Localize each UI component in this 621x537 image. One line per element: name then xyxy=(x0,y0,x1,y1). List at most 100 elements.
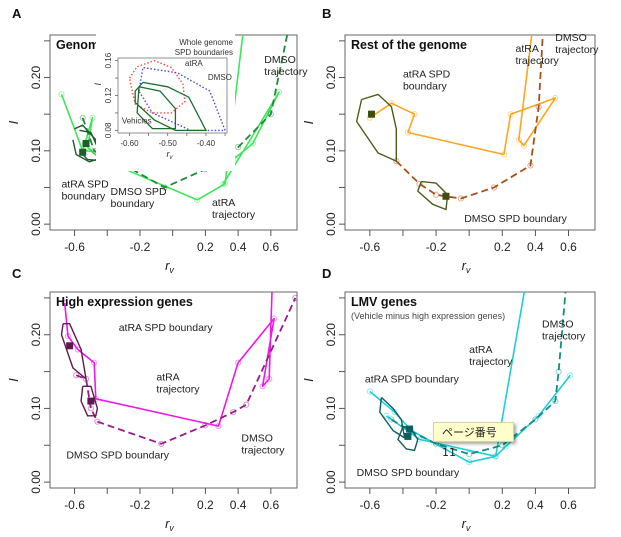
trajectory-point xyxy=(432,191,440,198)
atra-trajectory-line xyxy=(63,292,275,427)
dmso-trajectory-line xyxy=(75,297,297,445)
trajectory-point xyxy=(220,180,227,187)
trajectory-point xyxy=(275,89,283,96)
trajectory-point xyxy=(552,94,559,102)
trajectory-point xyxy=(502,443,509,450)
annotation-line: DMSO xyxy=(542,318,574,330)
dmso-trajectory-line xyxy=(395,35,544,200)
trajectory-point xyxy=(58,91,65,98)
annotation-line: trajectory xyxy=(469,356,513,368)
x-tick-label: 0.4 xyxy=(527,240,544,254)
annotation-line: atRA xyxy=(469,344,492,356)
inset-annotation: DMSO xyxy=(208,73,232,82)
x-tick-label: -0.6 xyxy=(64,240,85,254)
trajectory-point xyxy=(243,401,250,408)
panel-title: Rest of the genome xyxy=(351,38,467,52)
trajectory-point xyxy=(161,184,168,191)
y-tick-label: 0.00 xyxy=(324,212,338,236)
trajectory-point xyxy=(411,111,418,118)
trajectory-point xyxy=(61,299,68,307)
annotation-label: atRA trajectory xyxy=(516,43,560,67)
y-tick-label: 0.10 xyxy=(29,139,43,163)
panel-c: C -0.6 -0.2 0.2 0.4 0.6 0.00 0.10 0.20 rv I High ex… xyxy=(6,266,298,533)
annotation-label: atRA SPD boundary xyxy=(403,69,451,93)
annotation-line: atRA xyxy=(516,43,539,55)
annotation-line: DMSO xyxy=(555,32,587,44)
x-tick-label: -0.2 xyxy=(130,240,151,254)
spd-boundary xyxy=(60,323,87,380)
inset-boundary-line xyxy=(134,81,208,132)
spd-boundary xyxy=(80,385,99,417)
trajectory-point xyxy=(500,151,508,158)
annotation-line: DMSO SPD boundary xyxy=(357,467,460,479)
trajectory-point xyxy=(87,405,94,412)
x-axis-label: rv xyxy=(462,516,471,533)
annotation-label: atRA SPD boundary xyxy=(365,374,460,386)
trajectory-point xyxy=(259,383,266,390)
trajectory-point xyxy=(527,162,534,169)
trajectory-point xyxy=(366,388,373,395)
centroid-marker xyxy=(442,192,450,200)
x-tick-label: -0.6 xyxy=(359,498,380,512)
trajectory-point xyxy=(270,273,275,278)
annotation-line: trajectory xyxy=(555,44,599,56)
x-tick-label: 0.2 xyxy=(494,240,511,254)
trajectory-point xyxy=(535,103,542,110)
y-tick-label: 0.00 xyxy=(324,470,338,494)
x-tick-label: -0.2 xyxy=(426,498,447,512)
annotation-label: DMSO SPD boundary xyxy=(66,450,169,462)
trajectory-point xyxy=(531,16,536,21)
trajectory-point xyxy=(492,453,499,460)
x-tick-label: -0.2 xyxy=(130,498,151,512)
annotation-line: DMSO SPD boundary xyxy=(464,213,567,225)
x-axis-label: rv xyxy=(165,258,174,275)
annotation-line: atRA xyxy=(156,371,179,383)
annotation-line: atRA SPD boundary xyxy=(119,322,214,334)
y-axis-label: I xyxy=(301,120,316,124)
x-tick-label: 0.2 xyxy=(494,498,511,512)
inset-frame xyxy=(117,57,228,134)
trajectory-point xyxy=(520,142,527,149)
trajectory-point xyxy=(249,140,256,147)
trajectory-point xyxy=(89,114,96,121)
trajectory-point xyxy=(94,418,101,425)
panel-letter: A xyxy=(12,6,22,21)
trajectory-point xyxy=(79,114,86,121)
panel-subtitle: (Vehicle minus high expression genes) xyxy=(351,311,505,321)
inset-y-tick-label: 0.12 xyxy=(104,87,113,103)
spd-boundary xyxy=(355,93,397,162)
centroid-marker xyxy=(87,397,95,405)
inset-x-tick-label: -0.60 xyxy=(120,139,139,148)
annotation-label: atRA trajectory xyxy=(469,344,513,368)
annotation-line: atRA SPD xyxy=(403,69,451,81)
trajectory-point xyxy=(567,372,574,379)
trajectory-point xyxy=(73,372,80,379)
annotation-line: trajectory xyxy=(542,330,586,342)
annotation-line: boundary xyxy=(403,81,448,93)
x-tick-label: -0.6 xyxy=(64,498,85,512)
annotation-line: DMSO SPD boundary xyxy=(66,450,169,462)
trajectory-point xyxy=(383,412,390,419)
x-axis-label-subscript: v xyxy=(169,265,174,275)
annotation-line: DMSO SPD xyxy=(111,186,167,198)
trajectory-point xyxy=(215,423,222,430)
trajectory-point xyxy=(388,416,395,423)
trajectory-point xyxy=(64,333,72,340)
y-tick-label: 0.20 xyxy=(29,66,43,90)
trajectory-point xyxy=(490,184,498,191)
inset-boundary-line xyxy=(138,66,227,132)
spd-boundary xyxy=(417,180,449,211)
annotation-line: boundary xyxy=(61,190,106,202)
page-number-tooltip: ページ番号 11 xyxy=(433,422,514,459)
annotation-label: atRA trajectory xyxy=(212,197,256,221)
plot-frame xyxy=(344,34,596,231)
inset-boundary-line xyxy=(128,59,186,114)
trajectory-point xyxy=(515,136,522,143)
inset-boundary-line xyxy=(136,86,177,130)
annotation-line: atRA SPD boundary xyxy=(365,374,460,386)
centroid-marker xyxy=(82,139,90,147)
y-axis-label: I xyxy=(301,378,316,382)
x-axis-label-subscript: v xyxy=(466,265,471,275)
annotation-line: trajectory xyxy=(212,209,256,221)
